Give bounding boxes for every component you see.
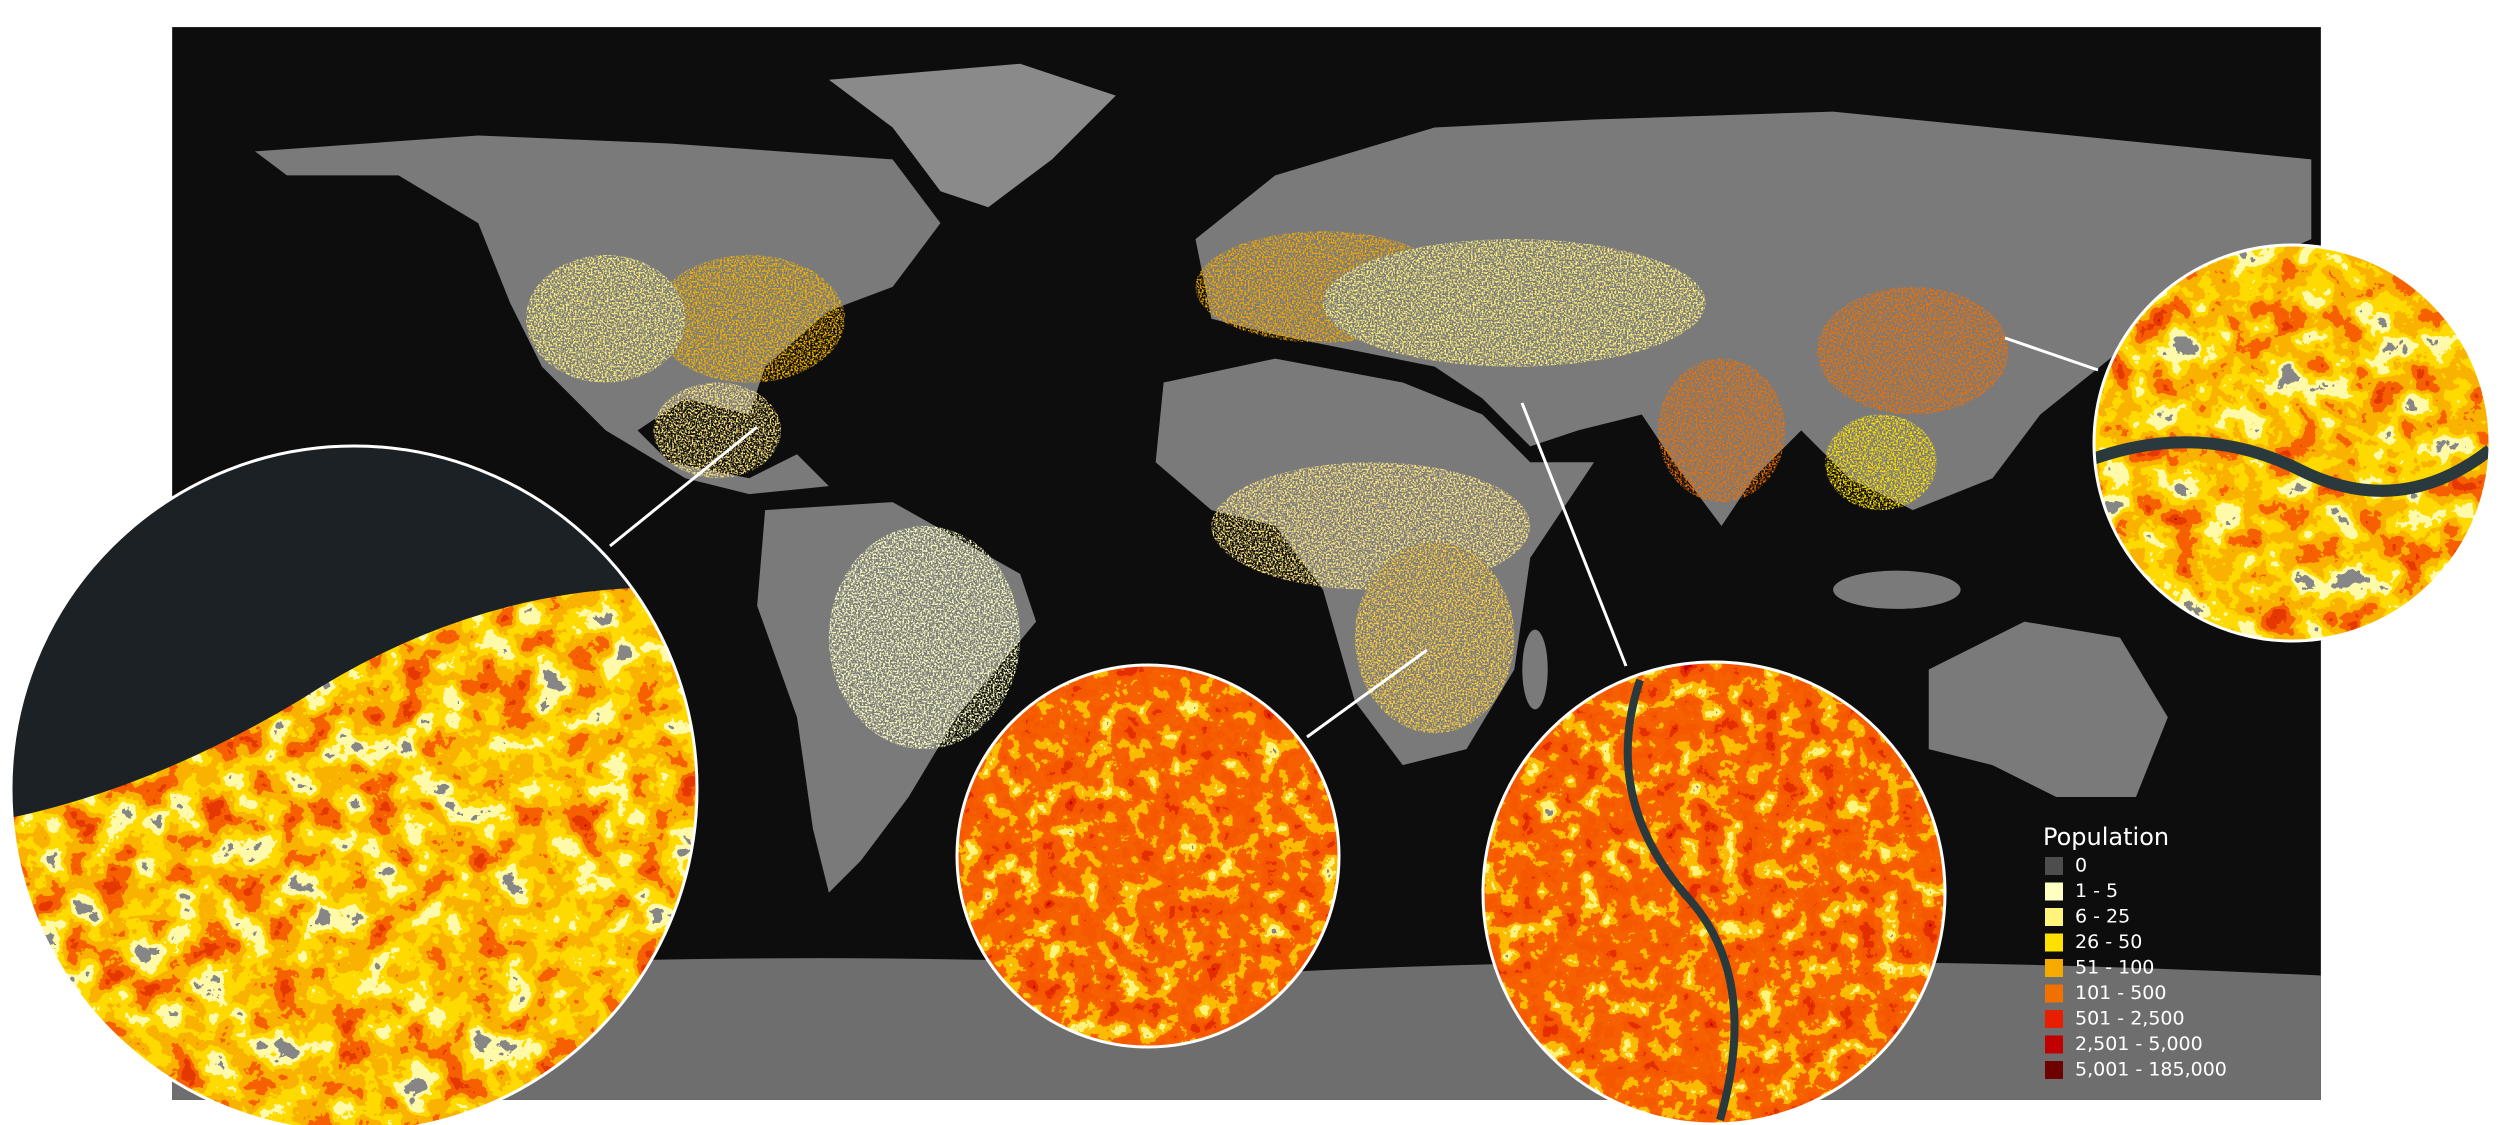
population-density [526, 231, 2009, 750]
legend-label: 6 - 25 [2075, 906, 2130, 928]
inset-3 [1481, 660, 1947, 1125]
legend-swatch [2045, 933, 2063, 952]
connectors [609, 336, 2099, 739]
legend-label: 501 - 2,500 [2075, 1008, 2185, 1030]
legend-swatch [2045, 984, 2063, 1003]
legend-label: 0 [2075, 855, 2087, 877]
legend-label: 5,001 - 185,000 [2075, 1059, 2227, 1081]
legend-swatch [2045, 1035, 2063, 1054]
legend-label: 1 - 5 [2075, 880, 2118, 902]
inset-1 [9, 444, 699, 1125]
legend-swatch [2045, 908, 2063, 926]
legend-label: 26 - 50 [2075, 931, 2142, 953]
inset-2 [955, 663, 1341, 1049]
legend-swatch [2045, 1061, 2063, 1079]
legend-swatch [2045, 1010, 2063, 1028]
legend-swatch [2045, 959, 2063, 977]
legend-swatch [2045, 857, 2063, 875]
inset-4 [2092, 243, 2492, 643]
legend-label: 51 - 100 [2075, 957, 2154, 979]
legend-label: 2,501 - 5,000 [2075, 1033, 2203, 1055]
legend-label: 101 - 500 [2075, 982, 2166, 1004]
legend-swatch [2045, 882, 2063, 901]
legend: Population 0 1 - 5 6 - 25 26 - 50 51 - 100 10… [2043, 823, 2227, 1081]
legend-title: Population [2043, 823, 2169, 851]
